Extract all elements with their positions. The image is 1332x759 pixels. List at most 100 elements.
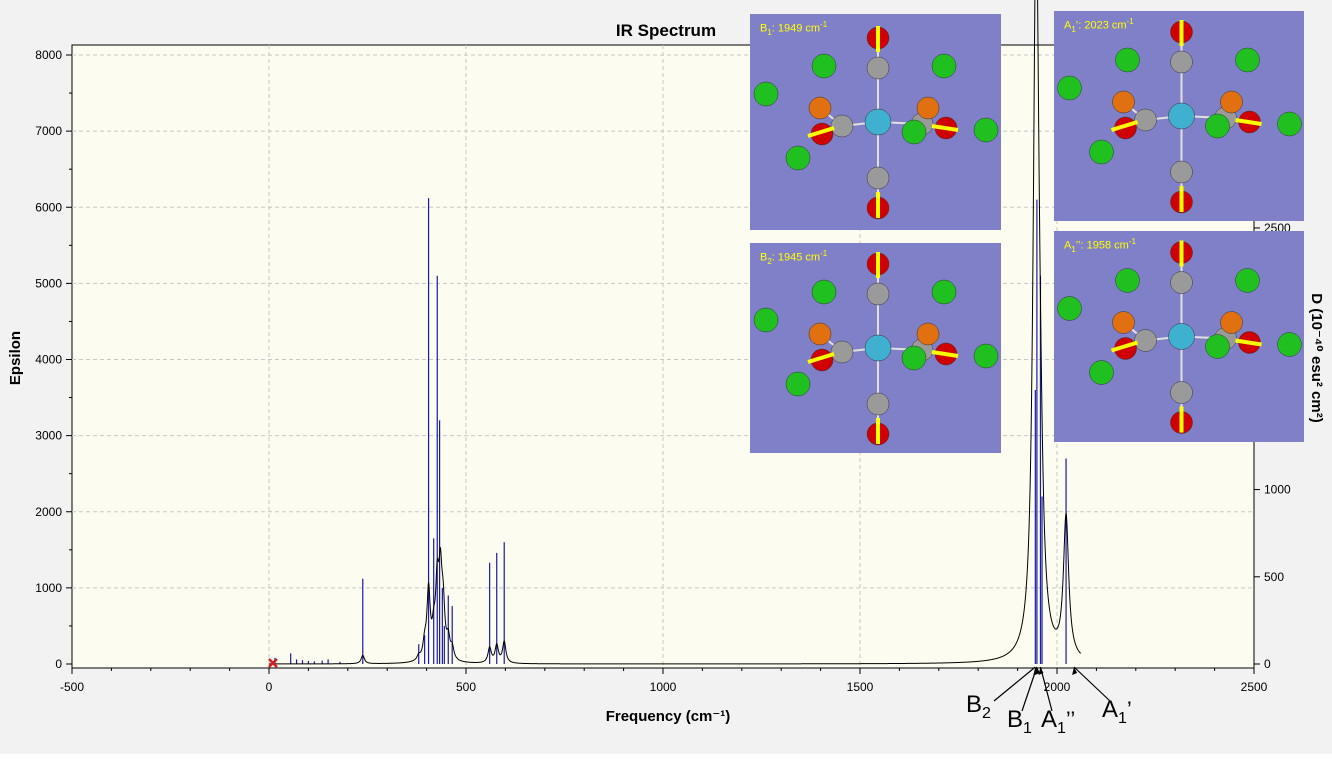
x-axis-label-text: Frequency (cm⁻¹) xyxy=(606,708,731,725)
atom xyxy=(1235,47,1260,73)
atom xyxy=(1057,75,1082,101)
atom xyxy=(1115,47,1140,73)
atom xyxy=(864,108,892,136)
atom xyxy=(901,345,927,371)
atom xyxy=(1168,102,1195,130)
peak-annotations: B2 B1 A1’’ A1’ xyxy=(966,666,1132,737)
displacement-arrow xyxy=(807,126,835,138)
x-tick-label: 2000 xyxy=(1044,680,1071,694)
y-tick-label: 3000 xyxy=(35,429,62,443)
displacement-arrow xyxy=(931,350,959,358)
molecule-diagram xyxy=(753,26,999,220)
displacement-arrow xyxy=(1110,340,1139,353)
inset-title: A1’’: 1958 cm-1 xyxy=(1064,237,1136,254)
y2-tick-label: 0 xyxy=(1264,657,1271,671)
inset-mode-2: A1’: 2023 cm-1 xyxy=(1054,11,1304,221)
displacement-arrow xyxy=(1110,120,1139,132)
atom xyxy=(1170,271,1193,294)
atom xyxy=(973,343,999,369)
inset-mode-4: A1’’: 1958 cm-1 xyxy=(1054,231,1304,442)
y2-axis-label: D (10⁻⁴⁰ esu² cm²) xyxy=(1308,293,1325,422)
x-axis-label: Frequency (cm⁻¹) xyxy=(606,708,731,725)
inset-title: B1: 1949 cm-1 xyxy=(760,20,828,37)
atom xyxy=(785,371,811,397)
annotation-arrow xyxy=(1021,666,1038,712)
atom xyxy=(808,322,832,346)
y-tick-label: 0 xyxy=(55,657,62,671)
atom xyxy=(1168,323,1195,350)
x-tick-label: 500 xyxy=(456,680,476,694)
x-tick-label: 2500 xyxy=(1241,680,1268,694)
annotation-arrow xyxy=(1039,666,1053,712)
x-tick-label: -500 xyxy=(60,680,84,694)
atom xyxy=(1115,268,1140,293)
y-tick-label: 8000 xyxy=(35,48,62,62)
atom xyxy=(1220,90,1243,114)
marker-x xyxy=(268,658,278,668)
atom xyxy=(866,282,890,306)
atom xyxy=(864,334,892,362)
atom xyxy=(901,119,927,145)
molecule-diagram xyxy=(1057,240,1302,434)
y-tick-label: 7000 xyxy=(35,124,62,138)
atom xyxy=(1170,381,1193,404)
annotation-arrowhead xyxy=(1038,667,1044,675)
atom xyxy=(808,96,832,120)
y2-tick-label: 1000 xyxy=(1264,483,1291,497)
atom xyxy=(1089,139,1114,165)
y-tick-label: 1000 xyxy=(35,581,62,595)
atom xyxy=(1205,334,1230,359)
x-tick-label: 1000 xyxy=(650,680,677,694)
annotation-arrow xyxy=(993,666,1036,702)
atom xyxy=(1205,113,1230,139)
atom xyxy=(830,340,854,364)
displacement-arrow xyxy=(807,352,835,364)
atom xyxy=(973,117,999,143)
inset-mode-1: B1: 1949 cm-1 xyxy=(750,14,1001,230)
y-tick-label: 2000 xyxy=(35,505,62,519)
y2-tick-label: 500 xyxy=(1264,570,1284,584)
atom xyxy=(1277,111,1302,137)
displacement-arrow xyxy=(931,124,959,132)
atom xyxy=(931,279,957,305)
inset-mode-3: B2: 1945 cm-1 xyxy=(750,243,1001,453)
molecule-diagram xyxy=(753,252,999,446)
atom xyxy=(866,166,890,190)
annotation-label: B2 xyxy=(966,691,991,722)
atom xyxy=(916,322,940,346)
displacement-arrow xyxy=(1235,338,1262,347)
atom xyxy=(1057,296,1082,321)
inset-title: A1’: 2023 cm-1 xyxy=(1064,17,1134,34)
axes: -500 0 500 1000 1500 2000 2500 0 1000 2000 3000 400… xyxy=(35,48,1291,694)
atom xyxy=(1220,311,1243,334)
atom xyxy=(866,56,890,80)
atom xyxy=(830,114,854,138)
annotation-label: B1 xyxy=(1007,706,1032,737)
annotation-arrow xyxy=(1073,666,1111,702)
displacement-arrow xyxy=(1235,118,1262,126)
atom xyxy=(811,279,837,305)
y-axis-label: Epsilon xyxy=(7,331,24,385)
atom xyxy=(753,81,779,107)
y-tick-label: 5000 xyxy=(35,276,62,290)
atom xyxy=(811,53,837,79)
atom xyxy=(1235,268,1260,293)
atom xyxy=(1112,90,1135,114)
annotation-arrowhead xyxy=(1034,667,1040,675)
atom xyxy=(1277,332,1302,357)
atom xyxy=(1170,50,1193,74)
y-tick-label: 6000 xyxy=(35,200,62,214)
atom xyxy=(916,96,940,120)
atom xyxy=(1112,311,1135,334)
atom xyxy=(785,145,811,171)
annotation-label: A1’ xyxy=(1102,696,1132,727)
y-tick-label: 4000 xyxy=(35,353,62,367)
atom xyxy=(866,392,890,416)
atom xyxy=(1089,360,1114,385)
molecule-diagram xyxy=(1057,20,1302,214)
atom xyxy=(1134,108,1157,132)
x-tick-label: 0 xyxy=(266,680,273,694)
chart-title: IR Spectrum xyxy=(616,21,716,40)
inset-title: B2: 1945 cm-1 xyxy=(760,249,828,266)
